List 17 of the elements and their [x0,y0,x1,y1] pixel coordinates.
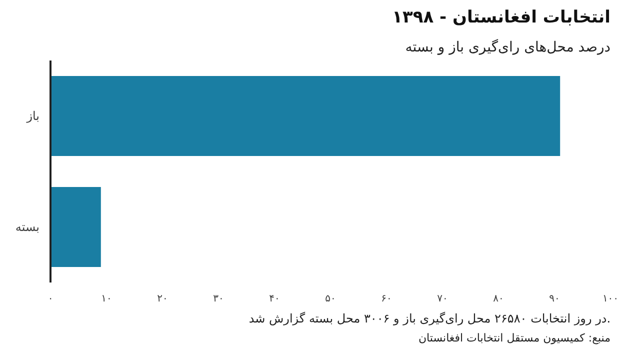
chart-subtitle: درصد محل‌های رای‌گیری باز و بسته [405,38,611,56]
x-tick-label: ۷۰ [437,294,448,304]
x-tick-label: ۳۰ [213,294,224,304]
x-tick-label: ۹۰ [549,294,560,304]
text: منبع: کمیسیون مستقل انتخابات افغانستان [418,332,611,344]
x-tick-label: ۸۰ [493,294,504,304]
x-tick-label: ۱۰۰ [602,294,619,304]
x-tick-label: ۱۰ [101,294,112,304]
x-tick-label: ۶۰ [381,294,392,304]
y-tick-label: بسته [15,220,40,234]
x-tick-label: ۵۰ [325,294,336,304]
y-tick-label: باز [26,109,40,123]
x-tick-label: ۲۰ [157,294,168,304]
chart-title: انتخابات افغانستان - ۱۳۹۸ [392,8,611,28]
x-tick-label: ۰ [48,294,54,304]
x-tick-label: ۴۰ [269,294,280,304]
text: در روز انتخابات ۲۶۵۸۰ محل رای‌گیری باز و ۳۰۰۶ محل بسته گزارش شد. [248,312,611,326]
